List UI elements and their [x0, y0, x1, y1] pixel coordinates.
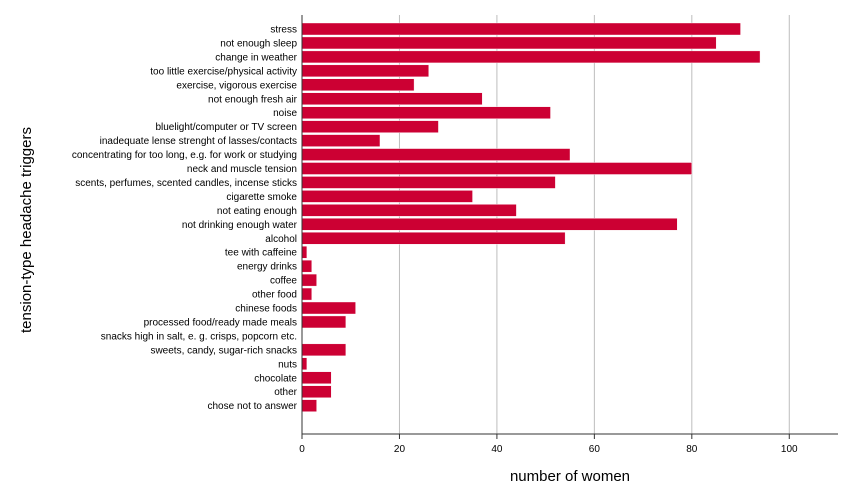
x-axis-title: number of women: [510, 468, 630, 485]
x-tick-label: 20: [394, 444, 406, 455]
category-label: processed food/ready made meals: [144, 317, 297, 328]
category-label: noise: [273, 108, 297, 119]
bar: [301, 287, 312, 301]
category-label: other food: [252, 290, 297, 301]
category-label: chose not to answer: [208, 401, 298, 412]
bar: [301, 162, 693, 175]
bar: [301, 385, 332, 398]
bar: [301, 120, 439, 133]
category-label: not eating enough: [217, 206, 297, 217]
category-label: snacks high in salt, e. g. crisps, popco…: [101, 331, 297, 342]
x-tick-label: 40: [491, 444, 503, 455]
bar: [301, 357, 308, 370]
category-label: alcohol: [265, 234, 297, 245]
bar: [301, 78, 415, 92]
category-label: change in weather: [215, 52, 297, 63]
bar: [301, 148, 571, 161]
bar: [301, 176, 556, 189]
bar: [301, 301, 356, 315]
x-tick-label: 60: [589, 444, 601, 455]
category-label: coffee: [270, 276, 297, 287]
category-label: stress: [270, 25, 297, 36]
x-tick-label: 100: [781, 444, 798, 455]
category-label: too little exercise/physical activity: [150, 66, 297, 77]
x-tick-label: 80: [686, 444, 698, 455]
bar: [301, 371, 332, 384]
category-label: nuts: [278, 359, 297, 370]
bar: [301, 36, 717, 50]
y-axis-title: tension-type headache triggers: [18, 127, 35, 333]
bar: [301, 232, 566, 245]
category-label: sweets, candy, sugar-rich snacks: [150, 345, 297, 356]
x-tick-labels: 0 20 40 60 80 100: [299, 434, 798, 455]
category-label: not enough fresh air: [208, 94, 298, 105]
category-label: exercise, vigorous exercise: [176, 80, 297, 91]
category-label: not enough sleep: [220, 38, 297, 49]
bar: [301, 399, 317, 412]
bars: [301, 22, 761, 412]
bar: [301, 50, 761, 64]
bar: [301, 259, 312, 273]
bar: [301, 315, 347, 329]
category-label: cigarette smoke: [226, 192, 297, 203]
bar: [301, 273, 317, 287]
category-label: scents, perfumes, scented candles, incen…: [75, 178, 297, 189]
bar: [301, 218, 678, 231]
axes: [301, 15, 838, 435]
category-label: chocolate: [254, 373, 297, 384]
bar: [301, 343, 347, 357]
bar: [301, 134, 381, 147]
bar: [301, 190, 473, 203]
bar: [301, 245, 308, 259]
category-label: concentrating for too long, e.g. for wor…: [72, 150, 297, 161]
bar: [301, 22, 741, 36]
bar: [301, 92, 483, 105]
category-label: bluelight/computer or TV screen: [155, 122, 297, 133]
category-label: other: [274, 387, 297, 398]
category-label: chinese foods: [235, 304, 297, 315]
bar: [301, 64, 429, 78]
category-label: energy drinks: [237, 262, 297, 273]
category-labels: stress not enough sleep change in weather t…: [72, 25, 298, 413]
bar: [301, 106, 551, 119]
category-label: not drinking enough water: [182, 220, 298, 231]
category-label: inadequate lense strenght of lasses/cont…: [100, 136, 297, 147]
category-label: tee with caffeine: [225, 248, 298, 259]
x-tick-label: 0: [299, 444, 305, 455]
bar: [301, 204, 517, 217]
category-label: neck and muscle tension: [187, 164, 297, 175]
